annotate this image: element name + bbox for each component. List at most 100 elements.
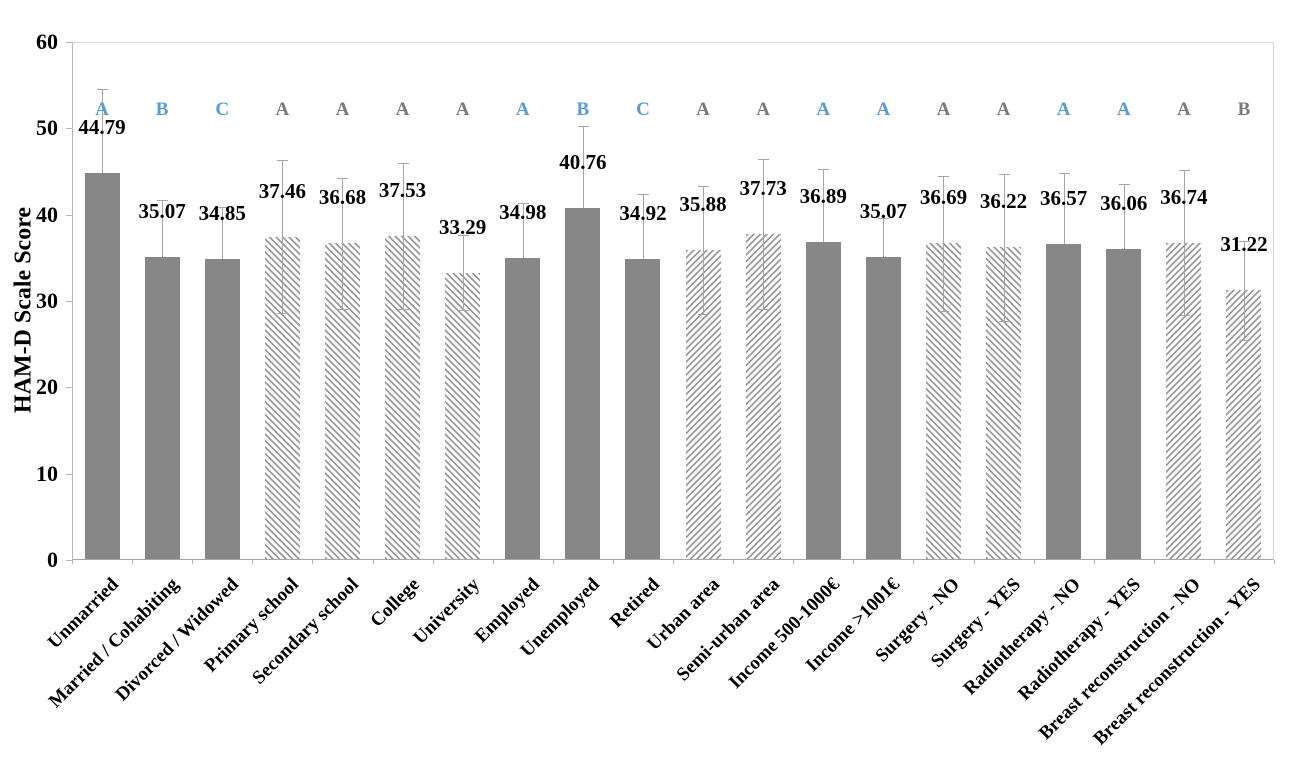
error-cap [217, 207, 229, 209]
error-bar-lower [342, 243, 344, 309]
x-tick-mark [913, 560, 915, 564]
value-label: 36.22 [979, 189, 1028, 214]
significance-letter: A [996, 99, 1011, 120]
error-bar-upper [883, 217, 885, 258]
x-axis-label: Breast reconstruction - YES [1089, 574, 1265, 750]
x-tick-mark [733, 560, 735, 564]
error-bar-upper [402, 163, 404, 236]
x-tick-mark [492, 560, 494, 564]
x-tick-mark [312, 560, 314, 564]
y-tick-mark [66, 560, 72, 561]
error-cap [457, 235, 469, 237]
error-cap [1238, 241, 1250, 243]
x-tick-mark [1274, 560, 1275, 564]
significance-letter: A [1176, 99, 1191, 120]
value-label: 36.89 [799, 183, 847, 208]
error-cap [577, 126, 589, 128]
error-bar-lower [763, 234, 765, 310]
bar [144, 257, 180, 559]
error-bar-lower [1183, 242, 1185, 316]
x-tick-mark [432, 560, 434, 564]
significance-letter: C [215, 99, 230, 120]
error-cap [1118, 183, 1130, 185]
value-label: 34.85 [198, 201, 246, 226]
x-tick-mark [1093, 560, 1095, 564]
y-tick-mark [66, 128, 72, 130]
error-bar-upper [763, 159, 765, 235]
y-tick-mark [66, 42, 72, 43]
significance-letter: A [876, 99, 891, 120]
error-cap [397, 308, 409, 310]
x-tick-mark [132, 560, 134, 564]
y-tick-label: 50 [36, 115, 58, 141]
error-bar-upper [1063, 173, 1065, 245]
value-label: 36.74 [1160, 184, 1208, 209]
significance-letter: B [1237, 99, 1251, 120]
value-label: 36.68 [318, 185, 367, 210]
value-label: 34.98 [499, 200, 547, 224]
error-bar-upper [102, 88, 104, 174]
y-tick-label: 20 [36, 374, 58, 400]
error-cap [998, 320, 1010, 322]
value-label: 33.29 [439, 214, 487, 239]
y-tick-label: 10 [36, 460, 58, 486]
error-bar-upper [1123, 183, 1125, 249]
error-cap [517, 202, 529, 204]
bar [1106, 248, 1142, 559]
value-label: 35.07 [859, 199, 907, 224]
x-tick-mark [252, 560, 254, 564]
error-bar-lower [703, 250, 705, 315]
error-bar-lower [402, 235, 404, 309]
error-cap [277, 159, 289, 161]
error-cap [337, 308, 349, 310]
y-tick-mark [66, 387, 72, 389]
x-tick-mark [372, 560, 374, 564]
x-tick-mark [1153, 560, 1155, 564]
error-cap [698, 186, 710, 188]
significance-letter: B [576, 99, 590, 120]
error-cap [878, 217, 890, 219]
error-cap [998, 173, 1010, 175]
error-bar-upper [522, 202, 524, 258]
error-bar-upper [703, 186, 705, 251]
error-cap [1238, 339, 1250, 341]
x-tick-mark [853, 560, 855, 564]
error-cap [758, 309, 770, 311]
error-cap [337, 177, 349, 179]
error-cap [818, 168, 830, 170]
x-tick-mark [612, 560, 614, 564]
error-cap [637, 193, 649, 195]
y-tick-label: 0 [47, 547, 58, 572]
error-bar-upper [222, 207, 224, 260]
error-cap [277, 313, 289, 315]
bar [445, 272, 481, 559]
error-bar-upper [162, 200, 164, 258]
significance-letter: A [816, 99, 831, 120]
significance-letter: A [756, 99, 770, 120]
error-cap [157, 200, 169, 202]
bar [1046, 244, 1082, 559]
error-bar-upper [943, 175, 945, 244]
bar [625, 258, 661, 559]
error-cap [938, 310, 950, 312]
x-tick-mark [1213, 560, 1215, 564]
x-tick-mark [72, 560, 73, 564]
error-bar-upper [462, 235, 464, 273]
x-tick-mark [793, 560, 795, 564]
plot-area [72, 42, 1274, 560]
error-cap [1178, 170, 1190, 172]
significance-letter: C [636, 99, 650, 120]
significance-letter: A [275, 99, 290, 120]
value-label: 37.53 [378, 177, 427, 202]
significance-letter: A [455, 99, 470, 120]
bar [505, 258, 541, 559]
error-cap [698, 314, 710, 316]
value-label: 36.06 [1100, 190, 1148, 215]
x-tick-mark [1033, 560, 1035, 564]
value-label: 34.92 [619, 200, 667, 225]
bar [565, 208, 601, 559]
significance-letter: A [696, 99, 710, 120]
x-tick-mark [673, 560, 674, 564]
x-tick-mark [552, 560, 554, 564]
